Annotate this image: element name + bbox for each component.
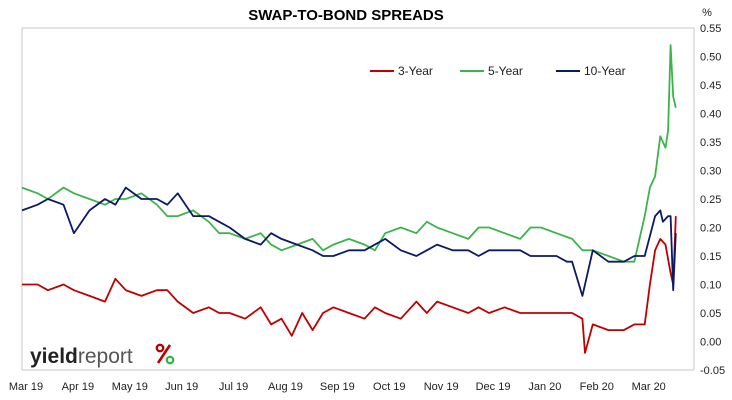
legend-label-5-year: 5-Year bbox=[488, 64, 523, 78]
legend-label-10-year: 10-Year bbox=[584, 64, 626, 78]
x-tick-label: May 19 bbox=[112, 381, 148, 393]
yieldreport-logo: yieldreport bbox=[30, 343, 175, 368]
series-line-10-year bbox=[21, 186, 677, 297]
x-tick-label: Jun 19 bbox=[165, 381, 198, 393]
x-tick-label: Sep 19 bbox=[320, 381, 355, 393]
x-tick-label: Jan 20 bbox=[528, 381, 561, 393]
y-tick-label: 0.55 bbox=[700, 23, 721, 35]
x-tick-label: Jul 19 bbox=[219, 381, 248, 393]
x-tick-label: Nov 19 bbox=[424, 381, 459, 393]
plot-frame bbox=[21, 27, 695, 371]
y-tick-label: 0.35 bbox=[700, 137, 721, 149]
y-axis-unit: % bbox=[702, 7, 712, 19]
y-tick-label: 0.25 bbox=[700, 194, 721, 206]
logo-percent-icon bbox=[155, 343, 175, 365]
y-axis-ticks: 0.55 0.50 0.45 0.40 0.35 0.30 0.25 0.20 0.15 0.10… bbox=[700, 23, 725, 377]
x-tick-label: Oct 19 bbox=[373, 381, 405, 393]
x-tick-label: Mar 19 bbox=[9, 381, 43, 393]
y-tick-label: 0.20 bbox=[700, 223, 721, 235]
y-tick-label: 0.30 bbox=[700, 166, 721, 178]
x-axis-ticks: Mar 19 Apr 19 May 19 Jun 19 Jul 19 Aug 19 Sep … bbox=[9, 381, 666, 393]
y-tick-label: 0.10 bbox=[700, 280, 721, 292]
x-tick-label: Apr 19 bbox=[62, 381, 94, 393]
x-tick-label: Mar 20 bbox=[632, 381, 666, 393]
y-tick-label: 0.15 bbox=[700, 251, 721, 263]
y-tick-label: 0.00 bbox=[700, 337, 721, 349]
y-tick-label: 0.40 bbox=[700, 109, 721, 121]
series-lines bbox=[21, 44, 677, 354]
y-tick-label: 0.50 bbox=[700, 52, 721, 64]
chart-title: SWAP-TO-BOND SPREADS bbox=[248, 7, 444, 24]
x-tick-label: Aug 19 bbox=[268, 381, 303, 393]
x-tick-label: Feb 20 bbox=[580, 381, 614, 393]
logo-text-report: report bbox=[78, 345, 133, 368]
y-tick-label: 0.45 bbox=[700, 80, 721, 92]
y-tick-label: -0.05 bbox=[700, 365, 725, 377]
legend: 3-Year 5-Year 10-Year bbox=[370, 64, 626, 78]
series-line-3-year bbox=[22, 216, 677, 354]
legend-label-3-year: 3-Year bbox=[398, 64, 433, 78]
y-tick-label: 0.05 bbox=[700, 308, 721, 320]
logo-text-yield: yield bbox=[30, 345, 78, 368]
x-tick-label: Dec 19 bbox=[476, 381, 511, 393]
svg-text:yieldreport: yieldreport bbox=[30, 345, 133, 368]
